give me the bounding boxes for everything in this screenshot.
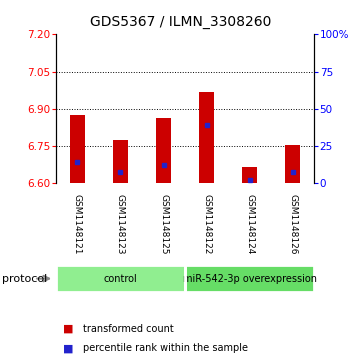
Text: miR-542-3p overexpression: miR-542-3p overexpression — [183, 274, 317, 284]
Text: GSM1148124: GSM1148124 — [245, 194, 254, 254]
Text: GSM1148121: GSM1148121 — [73, 194, 82, 254]
Text: GSM1148126: GSM1148126 — [288, 194, 297, 254]
Bar — [242, 167, 257, 183]
Text: ■: ■ — [63, 323, 74, 334]
Text: GDS5367 / ILMN_3308260: GDS5367 / ILMN_3308260 — [90, 15, 271, 29]
Bar — [185, 265, 314, 292]
Bar — [285, 145, 300, 183]
Text: GSM1148125: GSM1148125 — [159, 194, 168, 254]
Bar — [113, 140, 128, 183]
Bar — [156, 118, 171, 183]
Bar — [199, 91, 214, 183]
Text: ■: ■ — [63, 343, 74, 354]
Bar — [56, 265, 185, 292]
Bar — [70, 115, 85, 183]
Text: GSM1148123: GSM1148123 — [116, 194, 125, 254]
Text: transformed count: transformed count — [83, 323, 174, 334]
Text: percentile rank within the sample: percentile rank within the sample — [83, 343, 248, 354]
Text: control: control — [104, 274, 137, 284]
Text: protocol: protocol — [2, 274, 47, 284]
Text: GSM1148122: GSM1148122 — [202, 194, 211, 254]
